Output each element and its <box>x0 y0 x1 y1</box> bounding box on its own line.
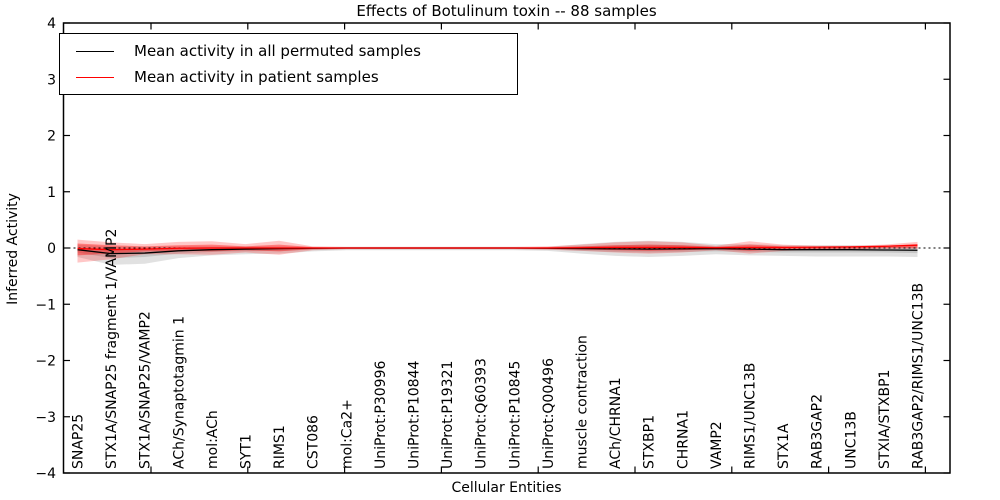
y-tick-label: 1 <box>47 185 56 201</box>
x-category-label: SNAP25 <box>71 414 87 469</box>
x-category-label: SYT1 <box>239 434 255 469</box>
x-category-label: mol:Ca2+ <box>339 399 355 469</box>
x-category-label: RAB3GAP2 <box>810 394 826 469</box>
x-category-label: STXIA/STXBP1 <box>877 370 893 469</box>
x-category-label: RIMS1 <box>272 425 288 469</box>
y-axis-label: Inferred Activity <box>5 193 21 305</box>
y-tick-label: −3 <box>35 410 56 426</box>
y-tick-label: 4 <box>47 16 56 32</box>
legend-label-permuted: Mean activity in all permuted samples <box>134 42 421 60</box>
patient-line-sample <box>76 76 114 78</box>
x-category-label: UNC13B <box>843 411 859 469</box>
x-category-label: CST086 <box>306 415 322 469</box>
x-category-label: STX1A <box>776 423 792 469</box>
x-category-label: STX1A/SNAP25/VAMP2 <box>138 311 154 469</box>
axes-frame <box>62 22 951 474</box>
x-axis-label: Cellular Entities <box>451 480 562 496</box>
x-category-label: VAMP2 <box>709 421 725 469</box>
x-category-label: UniProt:P10844 <box>407 361 423 469</box>
x-category-label: RAB3GAP2/RIMS1/UNC13B <box>911 283 927 469</box>
legend-label-patient: Mean activity in patient samples <box>134 68 379 86</box>
x-category-label: CHRNA1 <box>675 410 691 469</box>
x-category-label: UniProt:P30996 <box>373 361 389 469</box>
x-category-label: STXBP1 <box>642 415 658 469</box>
legend-entry-permuted: Mean activity in all permuted samples <box>70 38 507 64</box>
x-category-label: UniProt:P19321 <box>440 361 456 469</box>
x-category-label: mol:ACh <box>205 410 221 469</box>
x-category-label: ACh/Synaptotagmin 1 <box>171 316 187 469</box>
y-tick-label: 2 <box>47 129 56 145</box>
y-tick-label: −1 <box>35 297 56 313</box>
x-category-label: STX1A/SNAP25 fragment 1/VAMP2 <box>104 229 120 469</box>
x-category-label: ACh/CHRNA1 <box>608 377 624 469</box>
y-tick-label: −4 <box>35 466 56 482</box>
chart-title: Effects of Botulinum toxin -- 88 samples <box>356 2 657 20</box>
legend-box: Mean activity in all permuted samples Me… <box>59 33 518 95</box>
x-category-label: RIMS1/UNC13B <box>743 363 759 469</box>
patient-mean-line <box>77 244 918 251</box>
patient-band-outer <box>77 239 918 263</box>
y-tick-label: −2 <box>35 354 56 370</box>
permuted-band-outer <box>77 240 918 265</box>
x-category-label: UniProt:Q60393 <box>474 358 490 469</box>
x-category-label: muscle contraction <box>575 335 591 469</box>
x-category-label: UniProt:Q00496 <box>541 358 557 469</box>
patient-band-inner <box>77 243 918 256</box>
x-category-label: UniProt:P10845 <box>507 361 523 469</box>
y-tick-label: 3 <box>47 72 56 88</box>
permuted-line-sample <box>76 50 114 52</box>
legend-entry-patient: Mean activity in patient samples <box>70 64 507 90</box>
y-tick-label: 0 <box>47 241 56 257</box>
